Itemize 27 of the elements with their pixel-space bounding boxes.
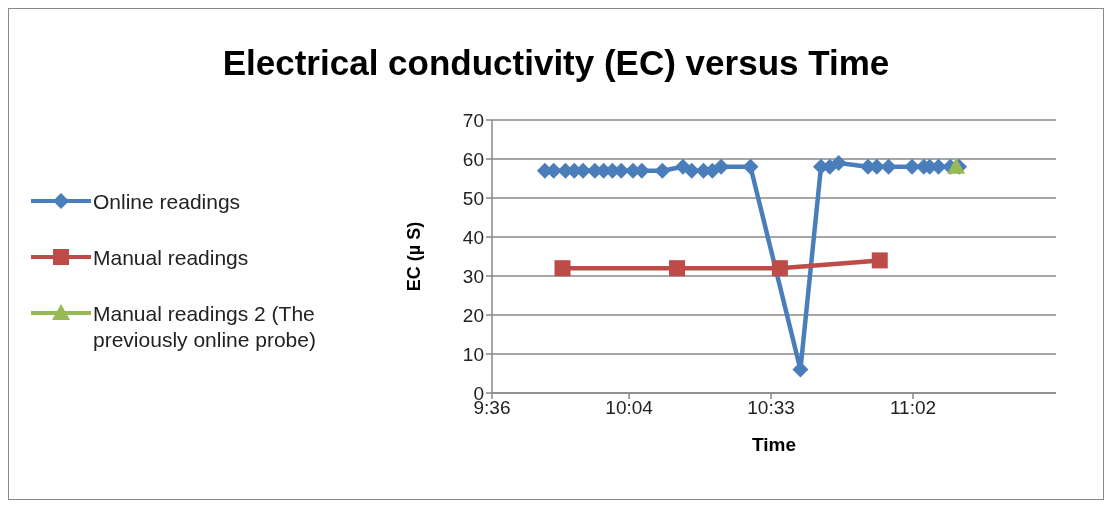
y-tick-label: 60 [462,148,484,170]
y-tick-label: 40 [462,226,484,248]
legend-label: Manual readings [93,245,249,271]
y-tick-label: 30 [462,265,484,287]
legend-label: Online readings [93,189,241,215]
x-tick-label: 11:02 [889,397,937,419]
chart-title: Electrical conductivity (EC) versus Time [221,43,891,83]
y-tick-label: 10 [462,343,484,365]
legend-label: Manual readings 2 (The previously online probe) [93,301,317,353]
point [683,162,700,179]
y-tick-label: 70 [462,109,484,131]
y-axis-title: EC (µ S) [404,221,425,292]
point [880,158,897,175]
point [947,157,966,174]
x-tick-label: 10:33 [747,397,795,419]
y-tick-label: 50 [462,187,484,209]
point [713,158,730,175]
point [654,162,671,179]
point [830,154,847,171]
point [554,260,571,277]
x-axis-title: Time [751,434,797,455]
point [742,158,759,175]
point [771,260,788,277]
point [669,260,686,277]
x-tick-label: 10:04 [605,397,654,419]
y-tick-label: 20 [462,304,484,326]
point [871,252,888,269]
